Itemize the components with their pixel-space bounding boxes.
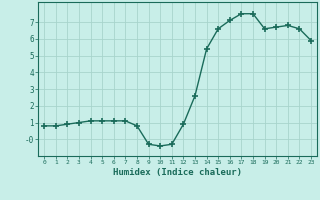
X-axis label: Humidex (Indice chaleur): Humidex (Indice chaleur) (113, 168, 242, 177)
